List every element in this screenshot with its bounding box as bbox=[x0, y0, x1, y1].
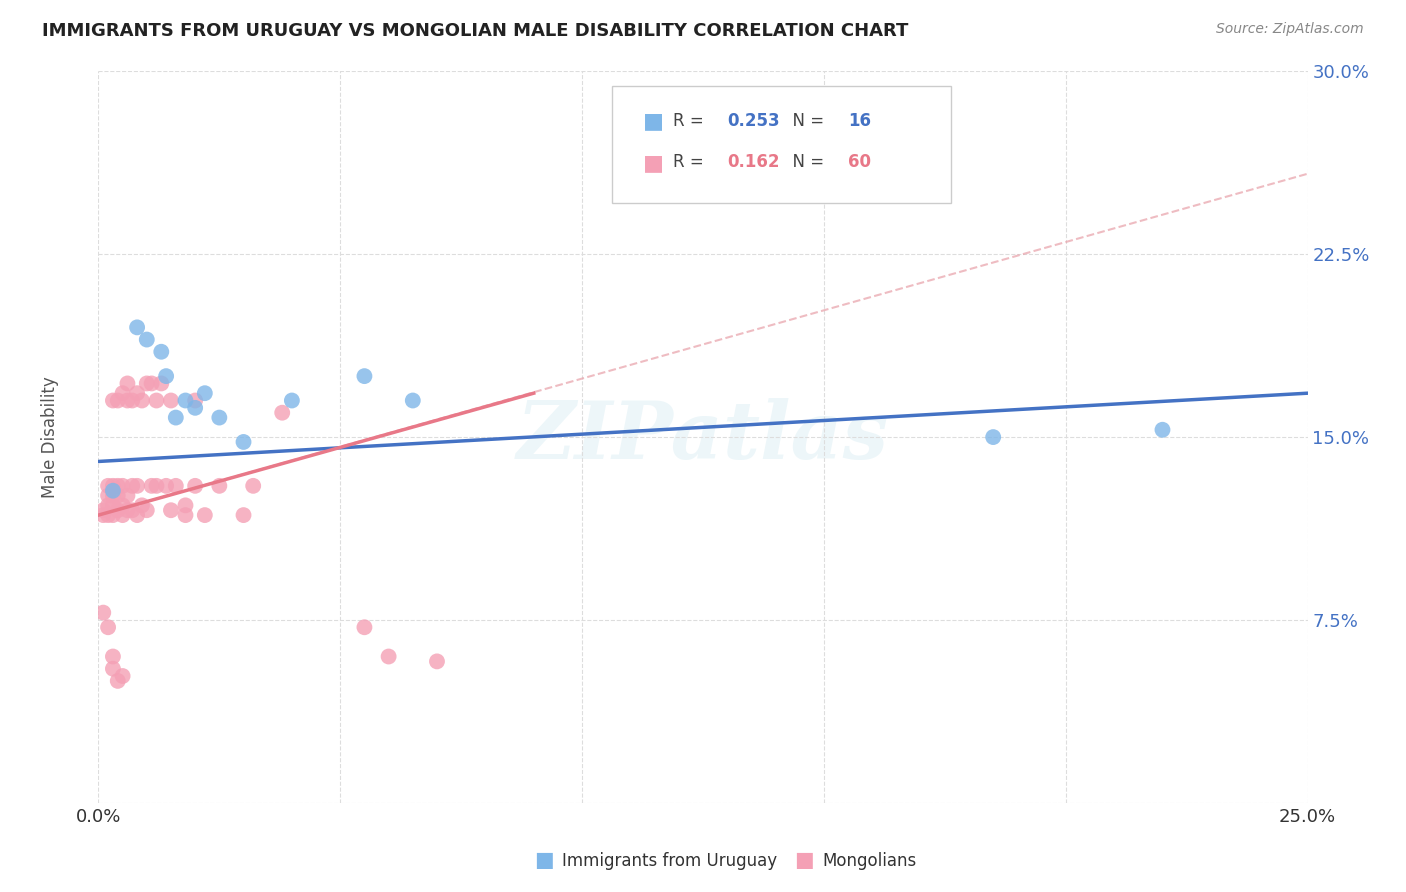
Point bbox=[155, 369, 177, 384]
Point bbox=[107, 393, 129, 408]
Point bbox=[150, 344, 173, 359]
Text: 60: 60 bbox=[848, 153, 872, 171]
Point bbox=[107, 673, 129, 688]
Point bbox=[208, 410, 231, 425]
Point bbox=[145, 393, 167, 408]
Point bbox=[97, 489, 120, 503]
Text: ■: ■ bbox=[643, 153, 664, 173]
Point bbox=[194, 508, 217, 522]
Point bbox=[127, 320, 149, 334]
Point bbox=[160, 503, 183, 517]
Point bbox=[135, 503, 157, 517]
Point bbox=[232, 434, 254, 449]
Point bbox=[271, 406, 294, 420]
Point bbox=[91, 606, 114, 620]
Point bbox=[97, 508, 120, 522]
Point bbox=[426, 654, 449, 668]
Point bbox=[135, 376, 157, 391]
Point bbox=[127, 479, 149, 493]
Point bbox=[111, 669, 134, 683]
Point bbox=[165, 479, 187, 493]
Point bbox=[101, 479, 124, 493]
Point bbox=[117, 376, 139, 391]
Text: IMMIGRANTS FROM URUGUAY VS MONGOLIAN MALE DISABILITY CORRELATION CHART: IMMIGRANTS FROM URUGUAY VS MONGOLIAN MAL… bbox=[42, 22, 908, 40]
Point bbox=[131, 393, 153, 408]
Point bbox=[131, 499, 153, 513]
Point bbox=[101, 393, 124, 408]
Y-axis label: Male Disability: Male Disability bbox=[41, 376, 59, 498]
Point bbox=[107, 479, 129, 493]
Point bbox=[101, 483, 124, 498]
Point bbox=[232, 508, 254, 522]
Point bbox=[97, 479, 120, 493]
Point bbox=[155, 479, 177, 493]
Point bbox=[141, 479, 163, 493]
Point bbox=[145, 479, 167, 493]
Text: Source: ZipAtlas.com: Source: ZipAtlas.com bbox=[1216, 22, 1364, 37]
Text: 16: 16 bbox=[848, 112, 872, 129]
Point bbox=[117, 489, 139, 503]
Point bbox=[117, 503, 139, 517]
Point bbox=[111, 499, 134, 513]
Point bbox=[184, 393, 207, 408]
Point bbox=[174, 499, 197, 513]
Point bbox=[91, 508, 114, 522]
Point bbox=[101, 662, 124, 676]
Point bbox=[184, 479, 207, 493]
Point bbox=[981, 430, 1004, 444]
Point bbox=[101, 489, 124, 503]
Point bbox=[141, 376, 163, 391]
Point bbox=[107, 489, 129, 503]
Point bbox=[353, 369, 375, 384]
Text: N =: N = bbox=[782, 153, 830, 171]
Point bbox=[174, 508, 197, 522]
Point bbox=[353, 620, 375, 634]
Point bbox=[111, 479, 134, 493]
Point bbox=[121, 393, 143, 408]
Point bbox=[101, 649, 124, 664]
Point bbox=[111, 386, 134, 401]
Point bbox=[111, 508, 134, 522]
Point bbox=[150, 376, 173, 391]
Point bbox=[91, 503, 114, 517]
Point bbox=[127, 386, 149, 401]
Point bbox=[127, 508, 149, 522]
Point bbox=[121, 503, 143, 517]
Point bbox=[101, 508, 124, 522]
Text: R =: R = bbox=[672, 153, 709, 171]
Point bbox=[194, 386, 217, 401]
Point bbox=[281, 393, 304, 408]
Point bbox=[160, 393, 183, 408]
Point bbox=[107, 503, 129, 517]
Point bbox=[377, 649, 399, 664]
Text: ■: ■ bbox=[643, 112, 664, 132]
FancyBboxPatch shape bbox=[613, 86, 950, 203]
Point bbox=[402, 393, 425, 408]
Text: ZIPatlas: ZIPatlas bbox=[517, 399, 889, 475]
Text: R =: R = bbox=[672, 112, 709, 129]
Point bbox=[121, 479, 143, 493]
Point bbox=[97, 499, 120, 513]
Text: Immigrants from Uruguay: Immigrants from Uruguay bbox=[562, 852, 778, 870]
Point bbox=[174, 393, 197, 408]
Point bbox=[242, 479, 264, 493]
Point bbox=[135, 333, 157, 347]
Text: N =: N = bbox=[782, 112, 830, 129]
Point bbox=[208, 479, 231, 493]
Text: ■: ■ bbox=[534, 850, 554, 870]
Point bbox=[117, 393, 139, 408]
Text: 0.162: 0.162 bbox=[727, 153, 780, 171]
Point bbox=[101, 499, 124, 513]
Text: ■: ■ bbox=[794, 850, 814, 870]
Text: 0.253: 0.253 bbox=[727, 112, 780, 129]
Point bbox=[1152, 423, 1174, 437]
Point bbox=[184, 401, 207, 415]
Point bbox=[97, 620, 120, 634]
Point bbox=[165, 410, 187, 425]
Text: Mongolians: Mongolians bbox=[823, 852, 917, 870]
